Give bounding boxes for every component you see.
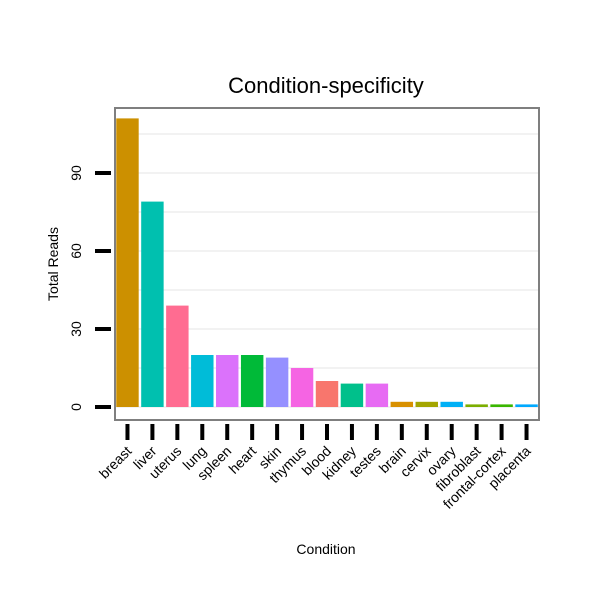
bars [116,118,538,408]
x-tick-label-breast: breast [96,443,135,482]
bar-liver [141,201,164,407]
y-tick-label: 60 [68,243,84,259]
chart-title: Condition-specificity [228,73,424,98]
bar-fibroblast [465,404,488,407]
bar-frontal-cortex [490,404,513,407]
bar-placenta [515,404,538,407]
bar-testes [365,383,389,407]
x-tick-label-heart: heart [225,443,259,477]
bar-lung [191,355,214,407]
bar-skin [265,357,289,407]
bar-breast [116,118,139,408]
bar-blood [315,381,339,407]
y-axis-label: Total Reads [45,227,61,301]
x-axis-label: Condition [296,541,355,557]
bar-thymus [290,368,314,407]
y-tick-label: 30 [68,321,84,337]
bar-cervix [415,401,438,407]
y-tick-label: 90 [68,165,84,181]
x-axis: breastliveruteruslungspleenheartskinthym… [96,424,534,512]
bar-heart [240,355,264,407]
bar-kidney [340,383,364,407]
y-tick-label: 0 [68,403,84,411]
y-axis: 0 30 60 90 [68,165,111,411]
plot-panel-border [114,107,540,421]
bar-spleen [216,355,239,407]
bar-brain [390,401,414,407]
bar-ovary [440,401,463,407]
bar-uterus [166,305,189,407]
